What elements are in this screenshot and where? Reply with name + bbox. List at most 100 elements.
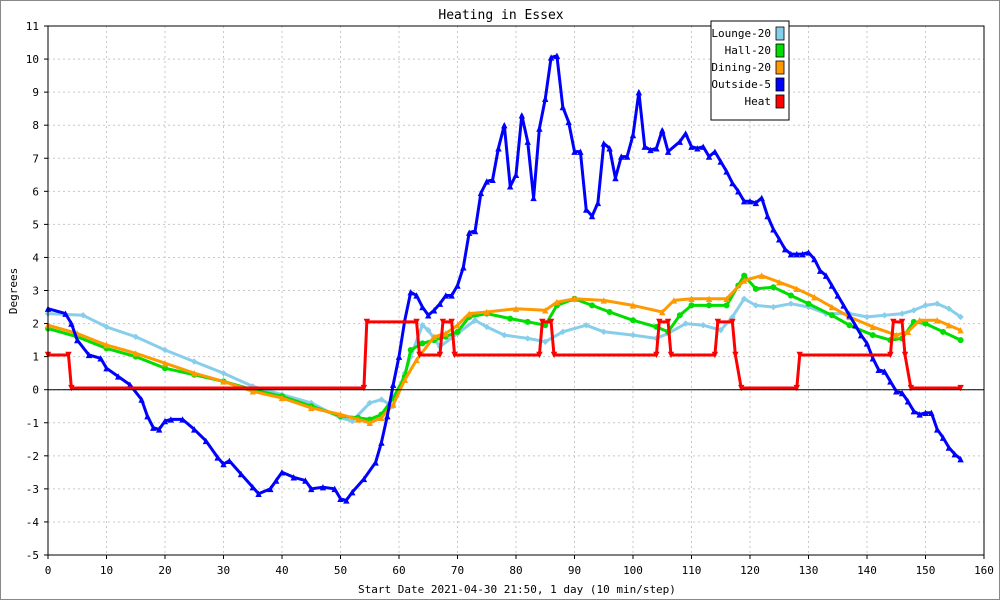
data-point (439, 318, 447, 326)
y-tick-label: 0 (32, 384, 39, 397)
data-point (150, 424, 157, 431)
data-point (612, 174, 619, 182)
data-point (910, 407, 917, 415)
data-point (793, 285, 800, 293)
data-point (155, 426, 163, 433)
data-point (389, 401, 397, 408)
data-point (583, 206, 590, 213)
data-point (635, 88, 643, 96)
data-point (869, 332, 876, 339)
data-point (594, 199, 602, 207)
data-point (65, 351, 72, 359)
data-point (805, 300, 812, 307)
data-point (875, 366, 882, 374)
x-axis-label: Start Date 2021-04-30 21:50, 1 day (10 m… (358, 583, 676, 596)
data-point (706, 302, 713, 309)
legend: Lounge-20 Hall-20 Dining-20 Outside-5 Heat (710, 20, 790, 121)
legend-swatch (775, 26, 785, 41)
x-tick-label: 80 (509, 564, 522, 577)
data-point (659, 126, 666, 134)
data-point (729, 179, 736, 187)
data-point (934, 317, 941, 324)
y-tick-label: 6 (32, 185, 39, 198)
y-tick-label: 7 (32, 152, 39, 165)
data-point (512, 305, 520, 312)
data-point (629, 131, 637, 139)
data-point (863, 313, 871, 321)
data-point (167, 416, 175, 423)
data-point (600, 328, 607, 336)
data-point (518, 112, 526, 119)
data-point (688, 302, 695, 309)
data-point (629, 331, 637, 339)
data-point (863, 340, 871, 347)
data-point (436, 351, 444, 359)
x-tick-label: 0 (45, 564, 52, 577)
data-point (559, 103, 566, 111)
data-point (331, 485, 338, 493)
data-point (425, 312, 432, 319)
data-point (214, 454, 221, 461)
data-point (939, 434, 947, 441)
data-point (448, 318, 455, 326)
data-point (542, 338, 549, 345)
data-point (752, 285, 759, 292)
data-point (483, 178, 490, 185)
y-tick-label: 3 (32, 285, 39, 298)
data-point (454, 328, 461, 335)
data-point (401, 376, 409, 383)
data-point (416, 351, 423, 359)
data-point (910, 307, 917, 314)
data-point (430, 307, 438, 314)
data-point (220, 460, 227, 468)
data-point (758, 194, 765, 202)
data-point (425, 326, 432, 334)
data-point (653, 145, 660, 152)
data-point (302, 477, 309, 484)
data-point (682, 320, 689, 327)
data-point (506, 183, 514, 190)
data-point (550, 351, 558, 359)
data-point (103, 364, 110, 372)
x-tick-label: 160 (974, 564, 994, 577)
data-point (676, 312, 683, 319)
series-outside-5 (44, 52, 964, 504)
data-point (793, 250, 800, 258)
data-point (366, 419, 373, 426)
data-point (103, 341, 110, 349)
data-point (916, 411, 923, 418)
data-point (138, 396, 145, 403)
data-point (656, 318, 663, 326)
data-point (606, 308, 613, 315)
data-point (916, 317, 923, 324)
data-point (524, 335, 531, 342)
data-point (249, 484, 256, 491)
data-point (705, 295, 713, 302)
data-point (132, 350, 139, 357)
series-layer (44, 52, 964, 504)
data-point (454, 282, 461, 289)
data-point (539, 318, 546, 326)
data-point (483, 308, 490, 316)
data-point (957, 337, 964, 344)
data-point (694, 145, 701, 152)
data-point (828, 303, 836, 311)
y-tick-label: -2 (26, 450, 39, 463)
data-point (442, 292, 449, 299)
data-point (934, 300, 941, 307)
data-point (729, 313, 736, 321)
data-point (559, 328, 566, 336)
y-tick-label: 4 (32, 251, 39, 264)
data-point (68, 320, 75, 327)
data-point (796, 351, 803, 359)
data-point (781, 245, 789, 253)
data-point (606, 145, 613, 152)
data-point (922, 320, 929, 327)
data-point (822, 272, 830, 279)
data-point (460, 264, 467, 271)
data-point (477, 189, 485, 197)
data-point (267, 485, 274, 493)
data-point (161, 360, 169, 367)
data-point (501, 331, 508, 339)
